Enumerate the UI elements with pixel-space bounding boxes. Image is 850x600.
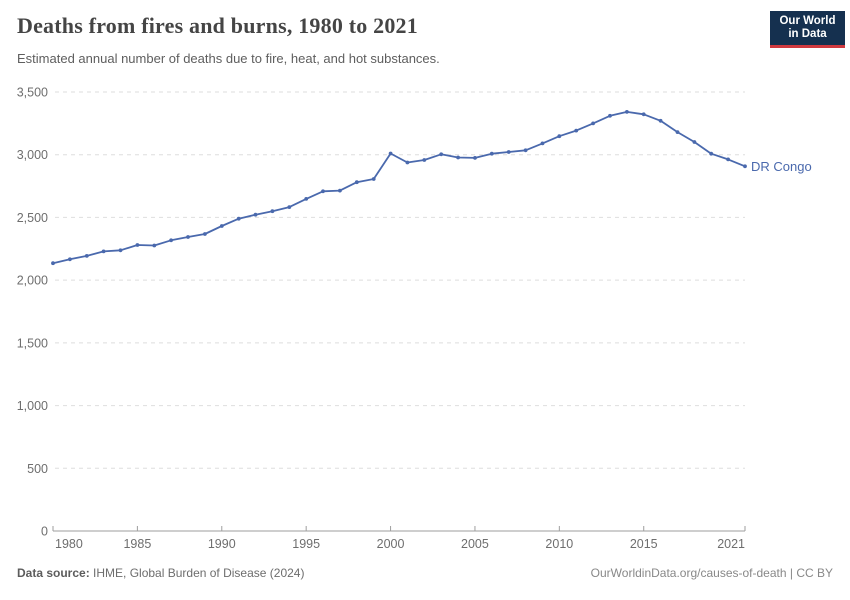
footer-link[interactable]: OurWorldinData.org/causes-of-death | CC … bbox=[590, 566, 833, 580]
y-tick-label: 3,000 bbox=[17, 148, 48, 162]
data-point-2005 bbox=[473, 156, 477, 160]
data-point-1989 bbox=[203, 232, 207, 236]
y-tick-label: 500 bbox=[27, 462, 48, 476]
data-point-2011 bbox=[574, 128, 579, 133]
data-point-1997 bbox=[338, 188, 342, 193]
x-tick-label: 1995 bbox=[292, 537, 320, 551]
data-point-2021 bbox=[743, 164, 747, 169]
y-tick-label: 2,000 bbox=[17, 274, 48, 288]
data-point-2002 bbox=[422, 158, 427, 162]
data-source-label: Data source: bbox=[17, 566, 90, 580]
y-tick-label: 0 bbox=[41, 525, 48, 539]
x-tick-label: 2000 bbox=[377, 537, 405, 551]
x-tick-label: 2005 bbox=[461, 537, 489, 551]
data-point-1998 bbox=[354, 180, 359, 185]
data-point-2008 bbox=[523, 148, 528, 153]
data-point-2013 bbox=[608, 113, 612, 118]
data-point-2016 bbox=[658, 118, 663, 123]
data-point-1985 bbox=[135, 243, 140, 247]
data-source-text: IHME, Global Burden of Disease (2024) bbox=[89, 566, 305, 580]
chart-subtitle: Estimated annual number of deaths due to… bbox=[17, 51, 440, 66]
data-point-2007 bbox=[506, 150, 511, 154]
owid-logo[interactable]: Our World in Data bbox=[770, 11, 845, 48]
data-point-2004 bbox=[456, 155, 460, 160]
data-point-1983 bbox=[101, 249, 106, 254]
chart-footer: Data source: IHME, Global Burden of Dise… bbox=[17, 566, 833, 580]
x-tick-label: 2015 bbox=[630, 537, 658, 551]
data-point-1984 bbox=[118, 248, 123, 253]
data-point-1986 bbox=[152, 243, 157, 248]
data-point-1981 bbox=[68, 257, 72, 262]
data-point-1992 bbox=[253, 212, 258, 217]
series-line-dr-congo[interactable] bbox=[52, 111, 746, 265]
data-point-1987 bbox=[169, 238, 174, 243]
data-point-1995 bbox=[304, 197, 309, 201]
data-source: Data source: IHME, Global Burden of Dise… bbox=[17, 566, 304, 580]
data-point-2000 bbox=[388, 151, 393, 156]
data-point-2009 bbox=[540, 141, 545, 146]
data-point-1999 bbox=[371, 177, 376, 181]
data-point-1988 bbox=[186, 235, 190, 239]
x-tick-label: 1990 bbox=[208, 537, 236, 551]
data-point-1991 bbox=[236, 216, 241, 221]
y-tick-label: 3,500 bbox=[17, 86, 48, 100]
owid-logo-line1: Our World bbox=[779, 15, 836, 27]
data-point-2012 bbox=[591, 121, 595, 126]
data-point-2015 bbox=[641, 112, 646, 117]
data-point-2001 bbox=[405, 160, 410, 165]
data-point-2020 bbox=[726, 157, 730, 162]
x-tick-label: 1985 bbox=[123, 537, 151, 551]
data-point-2014 bbox=[625, 110, 629, 114]
data-point-2017 bbox=[675, 130, 680, 135]
data-point-1980 bbox=[51, 261, 55, 266]
data-point-1996 bbox=[321, 189, 325, 194]
data-point-1994 bbox=[287, 205, 292, 210]
data-point-1993 bbox=[270, 209, 275, 214]
x-tick-label: 1980 bbox=[55, 537, 83, 551]
data-point-1990 bbox=[219, 224, 224, 228]
page-title: Deaths from fires and burns, 1980 to 202… bbox=[17, 13, 418, 38]
data-point-2003 bbox=[439, 152, 444, 157]
data-point-2019 bbox=[709, 151, 714, 156]
y-tick-label: 1,000 bbox=[17, 399, 48, 413]
x-tick-label: 2021 bbox=[717, 537, 745, 551]
y-tick-label: 1,500 bbox=[17, 336, 48, 350]
data-point-2010 bbox=[557, 134, 562, 139]
data-point-2006 bbox=[489, 151, 494, 156]
x-tick-label: 2010 bbox=[545, 537, 573, 551]
data-point-2018 bbox=[692, 140, 697, 144]
owid-logo-line2: in Data bbox=[788, 28, 827, 40]
y-tick-label: 2,500 bbox=[17, 211, 48, 225]
series-end-label: DR Congo bbox=[751, 159, 812, 174]
data-point-1982 bbox=[84, 254, 89, 258]
